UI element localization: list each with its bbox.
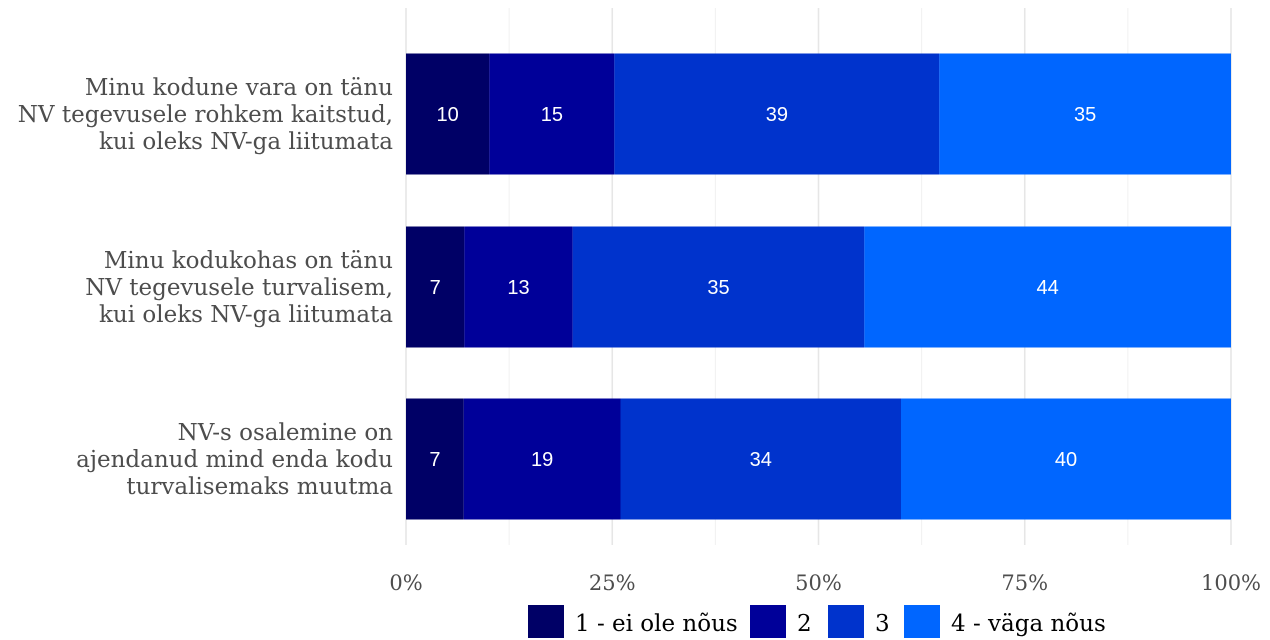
- legend-label: 4 - väga nõus: [951, 611, 1106, 637]
- legend: 1 - ei ole nõus 2 3 4 - väga nõus: [528, 605, 1106, 638]
- bar-value-label: 40: [1055, 449, 1077, 471]
- legend-label: 2: [797, 611, 812, 637]
- bar-segment: [406, 53, 490, 175]
- legend-key: [904, 605, 940, 638]
- bar-segment: [406, 226, 465, 348]
- bar-value-label: 34: [750, 449, 772, 471]
- bar-value-label: 44: [1037, 277, 1059, 299]
- legend-key: [828, 605, 864, 638]
- bar-value-label: 35: [707, 277, 729, 299]
- category-label: ajendanud mind enda kodu: [76, 447, 393, 473]
- bar-value-label: 19: [531, 449, 553, 471]
- bar-segment: [864, 226, 1231, 348]
- bar-value-label: 13: [507, 277, 529, 299]
- category-label: kui oleks NV-ga liitumata: [99, 129, 393, 155]
- x-tick-label: 100%: [1201, 571, 1261, 595]
- bar-segment: [572, 226, 865, 348]
- bar-segment: [901, 398, 1231, 520]
- bar-segment: [620, 398, 901, 520]
- bar-value-label: 10: [437, 104, 459, 126]
- bar-value-label: 15: [541, 104, 563, 126]
- category-label: turvalisemaks muutma: [126, 474, 393, 500]
- category-label: Minu kodune vara on tänu: [85, 75, 393, 101]
- x-axis-ticks: 0% 25% 50% 75% 100%: [389, 571, 1261, 595]
- bar-value-label: 7: [430, 277, 441, 299]
- category-label: Minu kodukohas on tänu: [104, 248, 393, 274]
- category-label: NV-s osalemine on: [178, 420, 394, 446]
- bar-segment: [406, 398, 464, 520]
- category-label: NV tegevusele rohkem kaitstud,: [18, 102, 393, 128]
- bar-segment: [489, 53, 615, 175]
- legend-key: [750, 605, 786, 638]
- x-tick-label: 25%: [589, 571, 636, 595]
- category-label: NV tegevusele turvalisem,: [85, 275, 393, 301]
- legend-label: 3: [875, 611, 890, 637]
- bar-value-label: 35: [1074, 104, 1096, 126]
- x-tick-label: 75%: [1001, 571, 1048, 595]
- bar-segment: [614, 53, 940, 175]
- bar-segment: [939, 53, 1231, 175]
- bar-segment: [463, 398, 621, 520]
- x-tick-label: 50%: [795, 571, 842, 595]
- legend-label: 1 - ei ole nõus: [575, 611, 738, 637]
- bar-value-label: 7: [429, 449, 440, 471]
- bar-segment: [464, 226, 573, 348]
- bars: 10 15 39 35 7 13 35 44 7 19 34 40: [406, 53, 1231, 520]
- legend-key: [528, 605, 564, 638]
- category-label: kui oleks NV-ga liitumata: [99, 302, 393, 328]
- bar-value-label: 39: [766, 104, 788, 126]
- x-tick-label: 0%: [389, 571, 422, 595]
